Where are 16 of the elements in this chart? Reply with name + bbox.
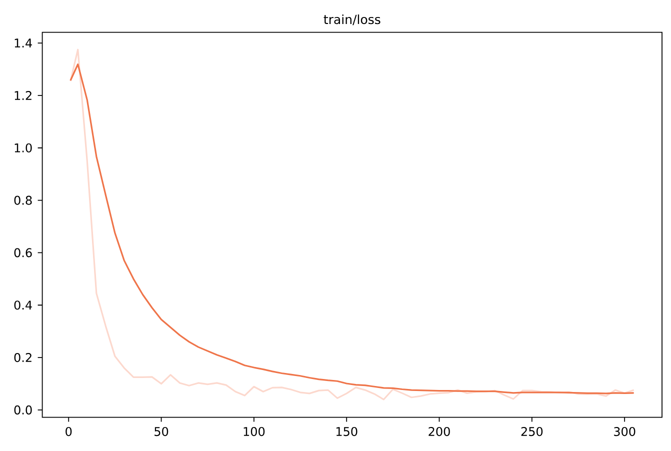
y-tick-label: 1.4 (14, 38, 32, 48)
x-tick-label: 300 (614, 427, 636, 436)
y-tick-label: 1.2 (14, 91, 32, 100)
x-tick-label: 200 (428, 427, 450, 436)
y-tick-label: 0.8 (14, 196, 32, 205)
x-tick-label: 100 (244, 427, 265, 436)
y-tick-label: 0.4 (14, 300, 32, 310)
x-tick-label: 50 (154, 427, 168, 436)
y-tick-label: 0.2 (14, 353, 32, 362)
y-tick-label: 0.0 (14, 405, 32, 414)
x-tick-label: 150 (336, 427, 358, 436)
y-tick-label: 0.6 (14, 248, 32, 258)
chart-title: train/loss (324, 14, 380, 26)
x-tick-label: 250 (521, 427, 543, 436)
x-tick-label: 0 (66, 427, 72, 436)
y-tick-label: 1.0 (14, 143, 32, 152)
